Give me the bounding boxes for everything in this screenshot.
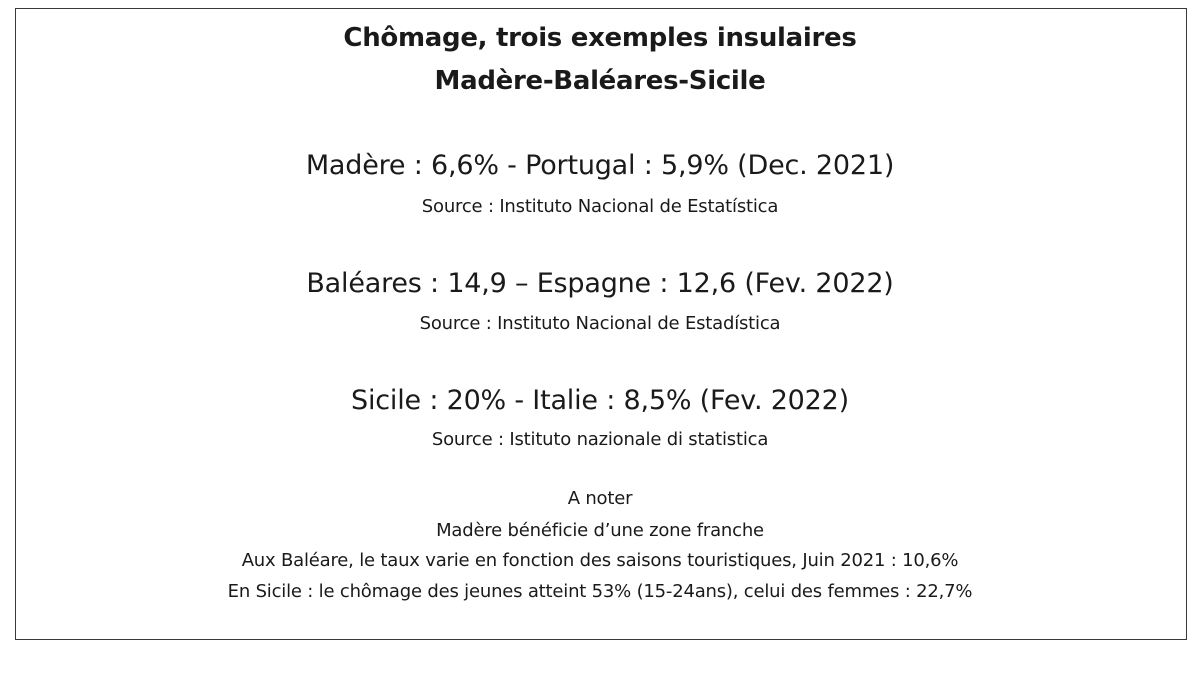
source-madere: Source : Instituto Nacional de Estatísti… [421, 196, 779, 217]
source-sicile: Source : Istituto nazionale di statistic… [431, 429, 769, 450]
note-line: En Sicile : le chômage des jeunes attein… [227, 581, 973, 602]
note-line: Aux Baléare, le taux varie en fonction d… [241, 550, 959, 571]
notes-heading: A noter [567, 488, 633, 509]
source-baleares: Source : Instituto Nacional de Estadísti… [419, 313, 781, 334]
stat-baleares: Baléares : 14,9 – Espagne : 12,6 (Fev. 2… [306, 268, 894, 299]
stat-sicile: Sicile : 20% - Italie : 8,5% (Fev. 2022) [351, 385, 849, 416]
page-subtitle: Madère-Baléares-Sicile [434, 66, 766, 96]
document-frame [15, 8, 1187, 640]
note-line: Madère bénéficie d’une zone franche [436, 520, 764, 541]
page-title: Chômage, trois exemples insulaires [343, 23, 857, 53]
stat-madere: Madère : 6,6% - Portugal : 5,9% (Dec. 20… [305, 150, 895, 181]
